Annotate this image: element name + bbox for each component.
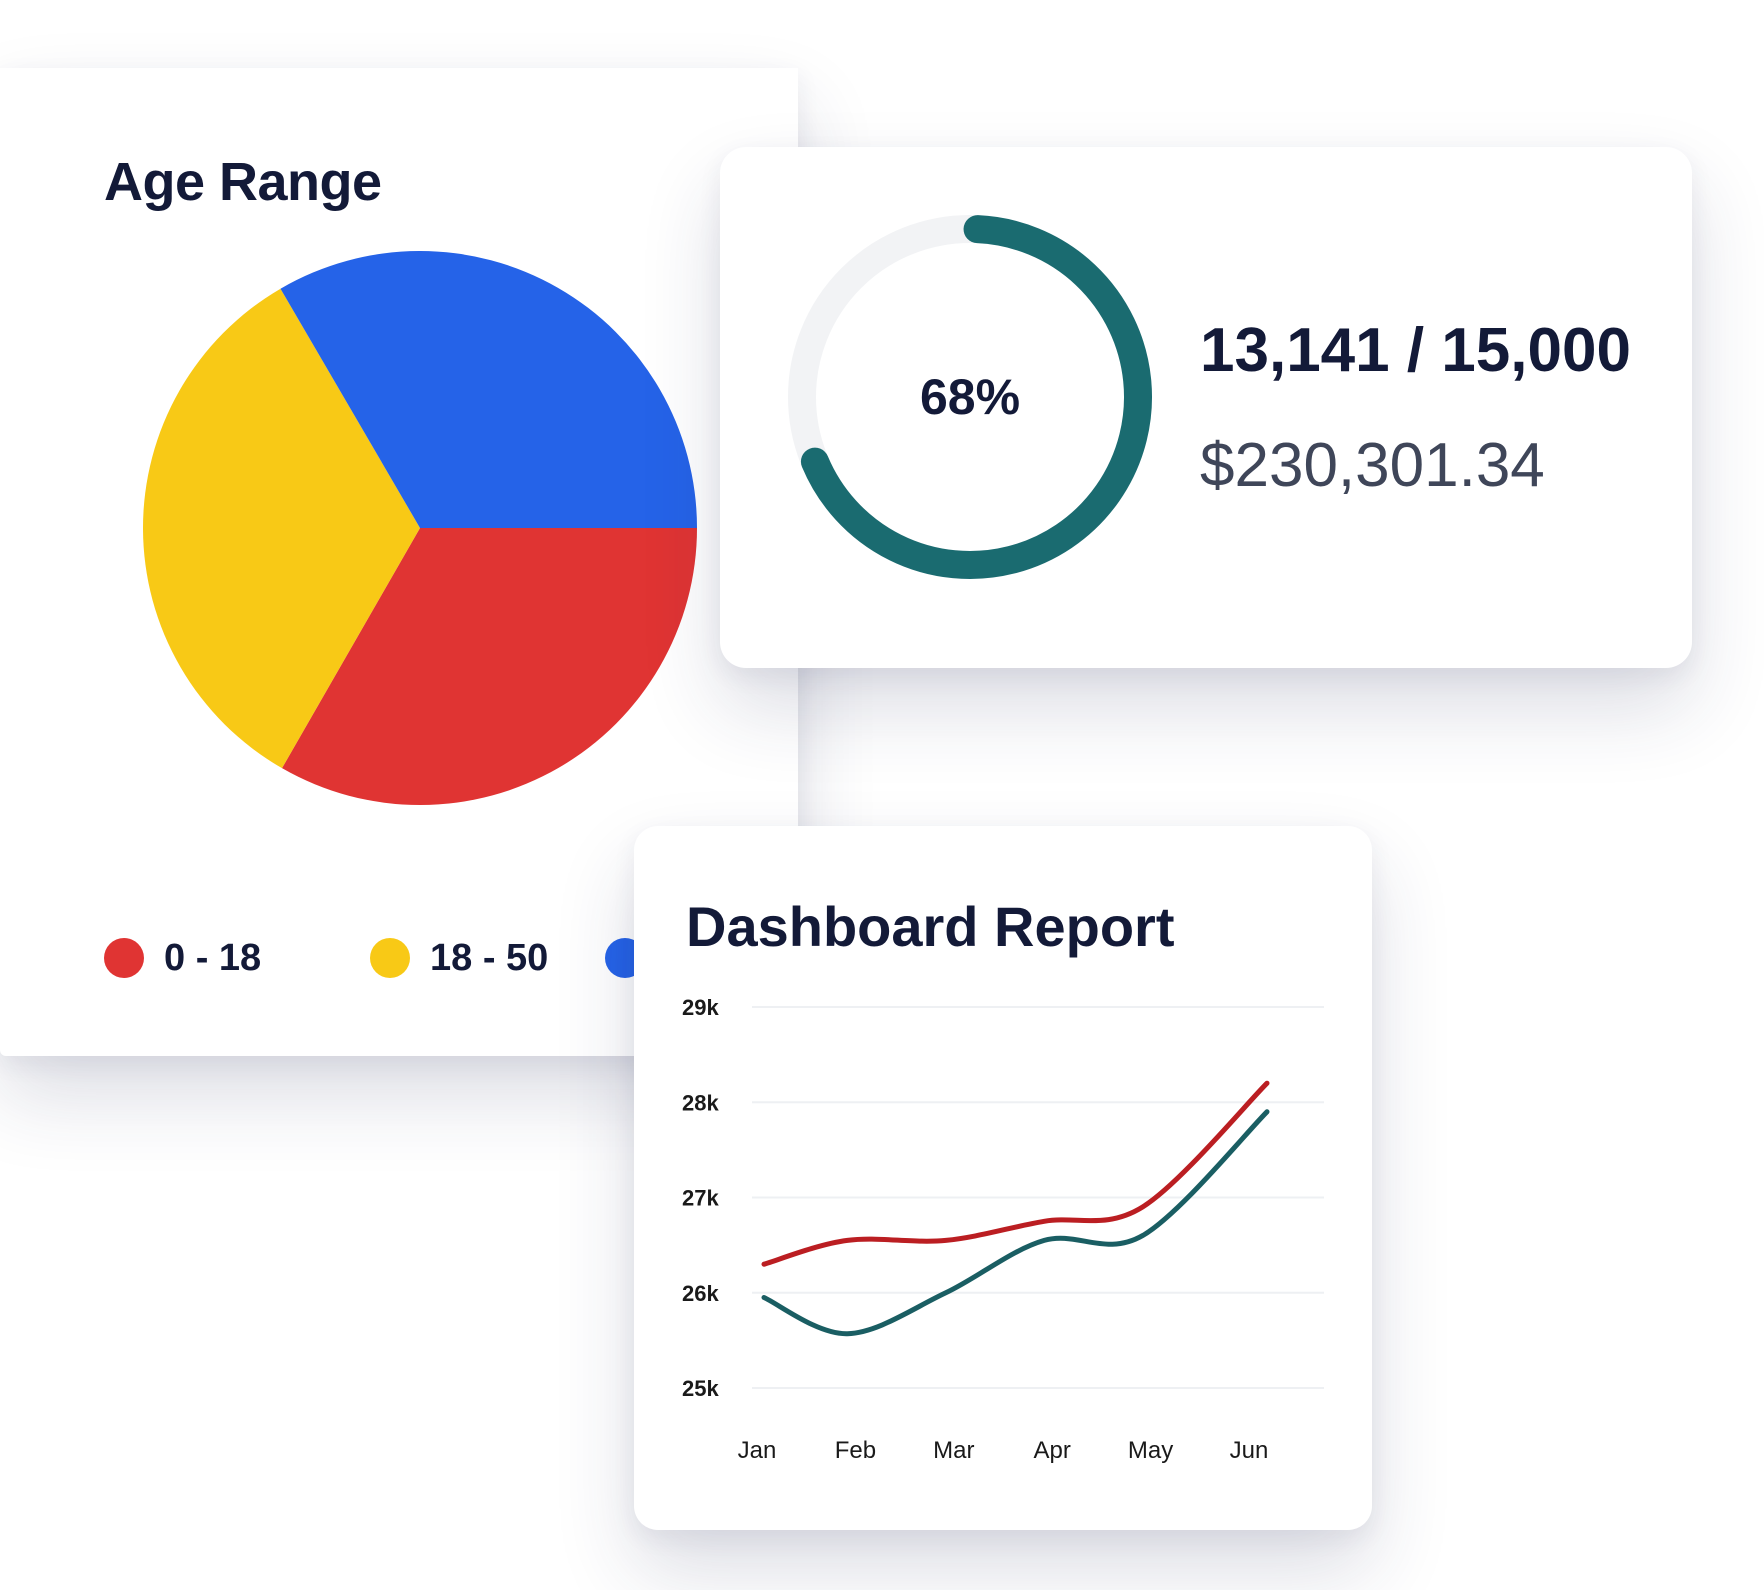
y-tick-25k: 25k [682, 1376, 719, 1401]
dashboard-report-card: 25k 26k 27k 28k 29k Jan Feb Mar Apr May Jun Dashbo… [634, 826, 1372, 1530]
legend-label-0-18: 0 - 18 [164, 936, 262, 979]
progress-percent: 68% [919, 369, 1021, 425]
progress-ring [788, 215, 1152, 579]
progress-fraction: 13,141 / 15,000 [1200, 316, 1631, 385]
legend-dot-red [104, 938, 144, 978]
age-range-pie-chart [142, 250, 697, 806]
progress-card: 68% 13,141 / 15,000 $230,301.34 [720, 147, 1692, 668]
y-tick-26k: 26k [682, 1281, 719, 1306]
line-series-0 [761, 1080, 1270, 1267]
x-tick-jun: Jun [1230, 1437, 1269, 1464]
pie-slice-1 [142, 288, 420, 769]
legend-dot-yellow [370, 938, 410, 978]
dashboard-report-title: Dashboard Report [686, 895, 1175, 958]
y-tick-27k: 27k [682, 1186, 719, 1211]
age-range-title: Age Range [104, 152, 382, 212]
legend-label-18-50: 18 - 50 [430, 936, 549, 979]
legend-item-18-50: 18 - 50 [370, 936, 548, 980]
y-tick-28k: 28k [682, 1090, 719, 1115]
x-tick-apr: Apr [1034, 1437, 1071, 1464]
legend-item-0-18: 0 - 18 [104, 936, 261, 980]
pie-slice-2 [280, 250, 697, 528]
x-tick-feb: Feb [835, 1437, 876, 1464]
line-series-1 [761, 1109, 1270, 1337]
progress-ring-arc [800, 215, 1152, 579]
x-tick-jan: Jan [738, 1437, 777, 1464]
progress-amount: $230,301.34 [1200, 431, 1545, 500]
x-tick-mar: Mar [933, 1437, 974, 1464]
dashboard-line-chart: 25k 26k 27k 28k 29k Jan Feb Mar Apr May Jun [682, 995, 1324, 1464]
x-tick-may: May [1128, 1437, 1173, 1464]
pie-slice-0 [282, 528, 697, 806]
age-range-card: Age Range 0 - 18 18 - 50 [0, 68, 798, 1056]
y-tick-29k: 29k [682, 995, 719, 1020]
